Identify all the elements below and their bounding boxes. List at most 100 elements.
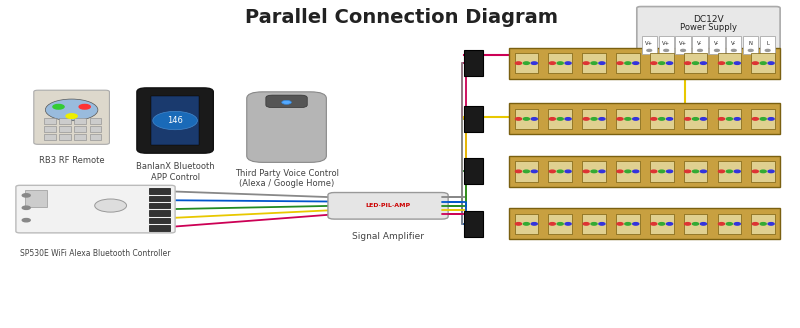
Text: V-: V- (698, 41, 702, 46)
Bar (718, 214, 741, 234)
Circle shape (752, 62, 758, 64)
Bar (44, 134, 56, 140)
Circle shape (515, 118, 522, 120)
Bar (684, 53, 707, 73)
Bar (650, 109, 674, 129)
Bar (650, 161, 674, 181)
Circle shape (599, 223, 605, 225)
Circle shape (734, 170, 740, 173)
Text: V-: V- (714, 41, 719, 46)
Circle shape (625, 118, 631, 120)
Bar (718, 53, 741, 73)
Bar (149, 218, 170, 223)
Circle shape (700, 118, 706, 120)
Circle shape (531, 170, 538, 173)
Circle shape (658, 223, 665, 225)
Circle shape (531, 118, 538, 120)
Bar (510, 208, 780, 239)
Circle shape (726, 170, 732, 173)
Circle shape (633, 118, 638, 120)
Circle shape (731, 50, 736, 51)
Bar (90, 118, 102, 124)
FancyBboxPatch shape (246, 92, 326, 162)
Circle shape (617, 223, 623, 225)
Circle shape (647, 50, 652, 51)
Circle shape (685, 170, 690, 173)
Text: Signal Amplifier: Signal Amplifier (352, 232, 424, 241)
Circle shape (625, 62, 631, 64)
Circle shape (153, 112, 198, 130)
Bar (44, 126, 56, 132)
Circle shape (700, 170, 706, 173)
Circle shape (633, 170, 638, 173)
Bar (514, 53, 538, 73)
Circle shape (66, 114, 77, 118)
Circle shape (617, 62, 623, 64)
Circle shape (726, 118, 732, 120)
Bar (74, 126, 86, 132)
Circle shape (599, 118, 605, 120)
Bar (548, 214, 572, 234)
Circle shape (664, 50, 669, 51)
Circle shape (565, 170, 571, 173)
Circle shape (700, 62, 706, 64)
Circle shape (718, 118, 725, 120)
Circle shape (698, 50, 702, 51)
Circle shape (565, 223, 571, 225)
Circle shape (599, 62, 605, 64)
Circle shape (550, 118, 555, 120)
Bar (74, 134, 86, 140)
Bar (751, 161, 775, 181)
Bar (464, 106, 483, 132)
Bar (642, 36, 657, 54)
Circle shape (625, 170, 631, 173)
Bar (149, 211, 170, 216)
Bar (510, 48, 780, 79)
Circle shape (718, 223, 725, 225)
Circle shape (79, 105, 90, 109)
Bar (548, 53, 572, 73)
Text: SP530E WiFi Alexa Bluetooth Controller: SP530E WiFi Alexa Bluetooth Controller (20, 249, 170, 258)
Text: N: N (749, 41, 753, 46)
Bar (548, 109, 572, 129)
Bar (90, 134, 102, 140)
Bar (616, 214, 640, 234)
Bar (650, 53, 674, 73)
Bar (650, 214, 674, 234)
Circle shape (760, 170, 766, 173)
Bar (59, 118, 71, 124)
Bar (760, 36, 775, 54)
Circle shape (633, 223, 638, 225)
Text: L: L (766, 41, 769, 46)
Circle shape (625, 223, 631, 225)
Circle shape (550, 170, 555, 173)
Circle shape (523, 118, 530, 120)
Circle shape (515, 170, 522, 173)
Text: Third Party Voice Control
(Alexa / Google Home): Third Party Voice Control (Alexa / Googl… (234, 169, 338, 188)
Bar (59, 134, 71, 140)
Text: V+: V+ (662, 41, 670, 46)
Circle shape (726, 223, 732, 225)
Circle shape (766, 50, 770, 51)
Circle shape (666, 62, 673, 64)
Circle shape (523, 223, 530, 225)
Circle shape (760, 118, 766, 120)
Bar (514, 214, 538, 234)
Circle shape (650, 223, 657, 225)
Bar (582, 161, 606, 181)
Circle shape (583, 62, 589, 64)
Text: V+: V+ (679, 41, 687, 46)
Bar (582, 109, 606, 129)
FancyBboxPatch shape (137, 88, 214, 153)
Circle shape (591, 170, 597, 173)
Circle shape (22, 206, 30, 209)
FancyBboxPatch shape (34, 90, 110, 144)
Circle shape (617, 118, 623, 120)
Circle shape (714, 50, 719, 51)
Circle shape (748, 50, 753, 51)
Circle shape (752, 118, 758, 120)
Circle shape (583, 223, 589, 225)
Circle shape (599, 170, 605, 173)
Bar (710, 36, 725, 54)
Circle shape (94, 199, 126, 212)
